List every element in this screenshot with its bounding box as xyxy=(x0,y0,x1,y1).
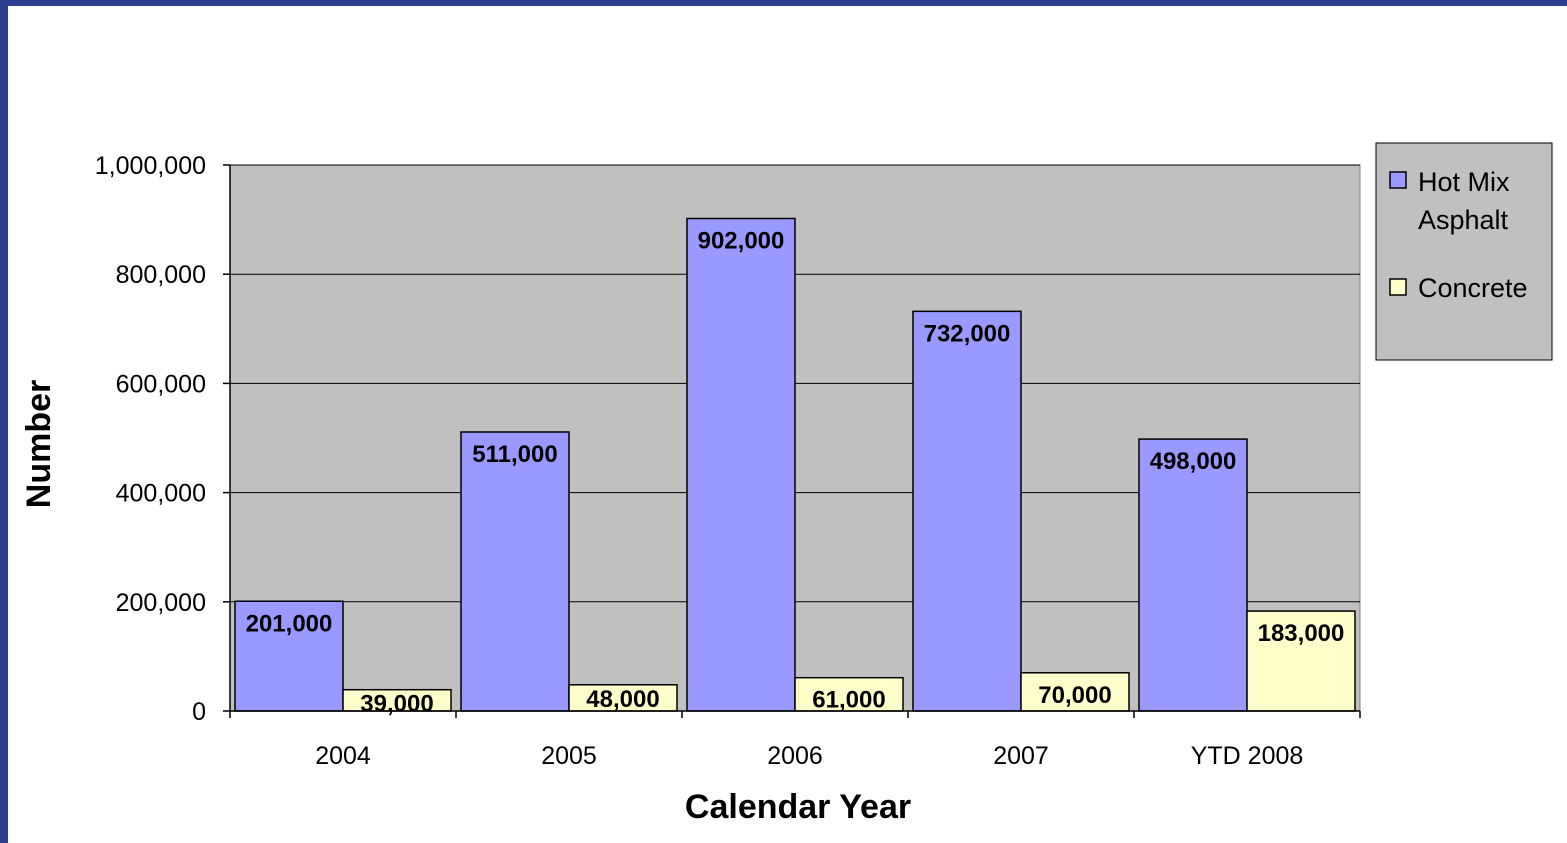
data-label-hot-mix-asphalt-ytd-2008: 498,000 xyxy=(1150,448,1237,475)
y-tick-label: 1,000,000 xyxy=(95,152,206,180)
y-tick-label: 800,000 xyxy=(116,261,206,289)
data-label-concrete-2004: 39,000 xyxy=(360,691,433,718)
data-label-hot-mix-asphalt-2006: 902,000 xyxy=(698,228,785,255)
legend-label-concrete: Concrete xyxy=(1418,273,1528,303)
x-tick-label: 2005 xyxy=(541,742,597,770)
bar-concrete-2006 xyxy=(794,676,904,712)
legend-swatch-concrete xyxy=(1389,278,1407,296)
y-tick-label: 0 xyxy=(192,698,206,726)
data-label-hot-mix-asphalt-2004: 201,000 xyxy=(246,610,333,637)
data-label-hot-mix-asphalt-2005: 511,000 xyxy=(472,441,557,468)
data-label-concrete-2007: 70,000 xyxy=(1038,682,1111,709)
bars: 201,000 39,000 511,000 48,000 902,000 61,000 7… xyxy=(234,217,1356,718)
x-axis-title: Calendar Year xyxy=(685,788,911,826)
data-label-concrete-2006: 61,000 xyxy=(812,687,885,714)
bar-concrete-2005 xyxy=(568,684,678,712)
x-tick-label: 2007 xyxy=(993,742,1049,770)
y-tick-label: 200,000 xyxy=(116,589,206,617)
legend: Hot Mix Asphalt Concrete xyxy=(1375,142,1553,361)
data-label-concrete-2005: 48,000 xyxy=(586,686,659,713)
y-tick-label: 600,000 xyxy=(116,370,206,398)
slide-background: 0 200,000 400,000 600,000 800,000 1,000,000 2… xyxy=(8,6,1567,843)
bar-hot-mix-asphalt-2005 xyxy=(460,431,570,712)
bar-hot-mix-asphalt-ytd-2008 xyxy=(1138,438,1248,712)
y-tick-label: 400,000 xyxy=(116,480,206,508)
data-label-hot-mix-asphalt-2007: 732,000 xyxy=(924,320,1011,347)
legend-swatch-hot-mix-asphalt xyxy=(1389,171,1407,189)
y-axis-title: Number xyxy=(20,380,58,508)
chart: 0 200,000 400,000 600,000 800,000 1,000,000 2… xyxy=(20,142,1553,826)
y-axis-ticks: 0 200,000 400,000 600,000 800,000 1,000,000 xyxy=(95,152,230,726)
x-tick-label: YTD 2008 xyxy=(1191,742,1304,770)
x-tick-label: 2004 xyxy=(315,742,371,770)
bar-hot-mix-asphalt-2006 xyxy=(686,217,796,712)
legend-label-hot-mix-asphalt: Hot Mix Asphalt xyxy=(1418,167,1510,235)
data-label-concrete-ytd-2008: 183,000 xyxy=(1258,620,1345,647)
bar-concrete-2007 xyxy=(1020,672,1130,712)
bar-hot-mix-asphalt-2007 xyxy=(912,310,1022,712)
x-tick-label: 2006 xyxy=(767,742,823,770)
x-axis-ticks: 2004 2005 2006 2007 YTD 2008 xyxy=(229,711,1361,770)
bar-hot-mix-asphalt-2004 xyxy=(234,600,344,712)
